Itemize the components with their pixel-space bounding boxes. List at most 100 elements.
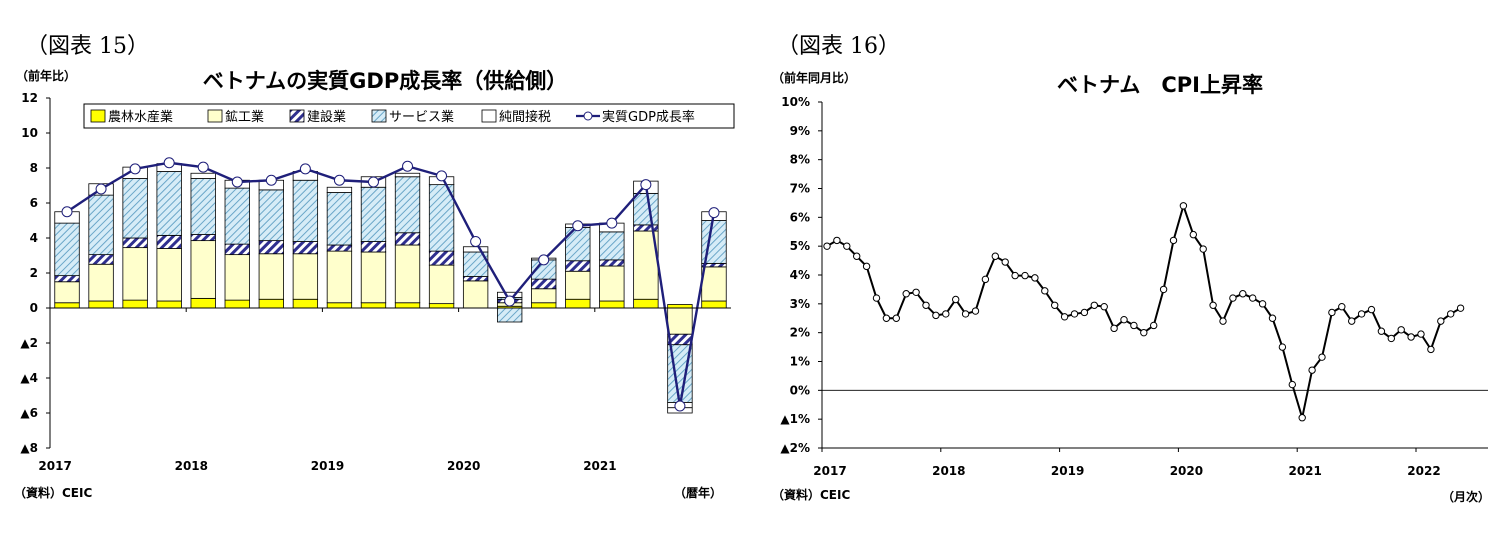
cpi-point (892, 314, 900, 322)
cpi-y-tick-label: 6% (790, 210, 810, 224)
cpi-y-tick-label: 1% (790, 355, 810, 369)
gdp-bar-agriculture (531, 302, 557, 309)
cpi-y-tick-label: 8% (790, 153, 810, 167)
legend-swatch-agriculture (90, 109, 106, 123)
gdp-bar-construction (292, 241, 319, 255)
gdp-bar-services (258, 189, 284, 242)
gdp-growth-point (572, 220, 584, 232)
cpi-point (1169, 236, 1178, 245)
gdp-growth-point (674, 400, 686, 412)
gdp-bar-industry (565, 270, 591, 300)
gdp-bar-construction (326, 244, 353, 252)
cpi-point (991, 252, 999, 260)
gdp-bar-construction (258, 240, 284, 255)
cpi-point (823, 242, 831, 250)
gdp-growth-point (367, 176, 379, 188)
legend-label-agriculture: 農林水産業 (108, 109, 173, 125)
gdp-bar-industry (667, 307, 693, 335)
gdp-bar-services (633, 192, 659, 226)
gdp-bar-construction (122, 237, 148, 249)
gdp-growth-polyline (66, 161, 716, 407)
cpi-point (1437, 317, 1445, 325)
cpi-point (1288, 380, 1297, 389)
cpi-y-tick-label: 9% (790, 124, 810, 138)
gdp-bar-agriculture (190, 297, 216, 309)
gdp-y-unit: （前年比） (16, 68, 76, 83)
cpi-point (1051, 301, 1059, 309)
gdp-bar-net-tax (190, 172, 216, 179)
gdp-legend: 農林水産業 鉱工業 建設業 サービス業 純間接税 実質GDP成長率 (83, 103, 735, 129)
cpi-point (961, 310, 970, 318)
gdp-growth-point (333, 174, 345, 186)
gdp-bar-agriculture (360, 302, 387, 309)
cpi-point (981, 275, 990, 284)
gdp-bar-industry (122, 247, 148, 301)
cpi-point (1159, 285, 1168, 294)
gdp-chart-title: ベトナムの実質GDP成長率（供給側） (203, 69, 567, 93)
cpi-point (1110, 324, 1118, 333)
cpi-point (1447, 310, 1455, 318)
figure-16-label: （図表 16） (777, 34, 900, 59)
gdp-bar-services (497, 307, 523, 323)
cpi-point (1060, 313, 1069, 321)
cpi-y-tick-label: 5% (790, 239, 810, 253)
cpi-point (1011, 271, 1019, 280)
cpi-point (942, 310, 950, 318)
cpi-point (1357, 310, 1366, 318)
gdp-growth-point (470, 236, 482, 247)
cpi-point (1367, 305, 1376, 314)
cpi-source: （資料）CEIC (772, 487, 850, 502)
gdp-axes-lines (49, 98, 731, 448)
gdp-y-tick-label: 6 (30, 196, 38, 210)
gdp-bar-industry (224, 254, 250, 301)
gdp-bar-construction (599, 259, 625, 267)
gdp-growth-point (538, 254, 550, 266)
gdp-bar-construction (54, 275, 80, 283)
legend-label-gdp: 実質GDP成長率 (602, 109, 695, 125)
cpi-point (1268, 314, 1277, 322)
gdp-bar-net-tax (394, 172, 421, 178)
gdp-x-axis: 2017 2018 2019 2020 2021 (38, 308, 617, 473)
gdp-growth-point (436, 170, 448, 182)
cpi-point (1407, 333, 1415, 341)
gdp-y-axis: 12 10 8 6 4 2 0 ▲2 ▲4 ▲6 ▲8 (20, 91, 50, 455)
gdp-bar-agriculture (156, 300, 182, 309)
cpi-chart-title: ベトナム CPI上昇率 (1057, 73, 1263, 97)
cpi-chart: ベトナム CPI上昇率 （前年同月比） （資料）CEIC （月次） 10% 9% 8… (772, 70, 1490, 504)
gdp-bar-agriculture (224, 299, 250, 309)
gdp-y-tick-label: 10 (21, 126, 38, 140)
gdp-x-tick-label: 2021 (583, 459, 616, 473)
gdp-bar-agriculture (633, 298, 659, 309)
gdp-bar-construction (360, 241, 387, 253)
cpi-x-tick-label: 2020 (1170, 464, 1203, 478)
gdp-growth-point (231, 176, 243, 188)
cpi-point (1308, 366, 1316, 374)
cpi-point (1338, 303, 1346, 311)
gdp-bar-construction (633, 224, 659, 232)
legend-label-services: サービス業 (389, 109, 454, 125)
cpi-y-tick-label: 2% (790, 326, 810, 340)
legend-swatch-industry (207, 109, 223, 123)
cpi-point (1150, 321, 1158, 330)
gdp-bar-industry (156, 248, 182, 302)
cpi-point (1318, 353, 1326, 361)
cpi-line (823, 202, 1465, 422)
gdp-bar-industry (462, 280, 489, 309)
gdp-bar-services (156, 171, 182, 236)
cpi-point (1298, 414, 1306, 422)
gdp-bar-industry (360, 251, 387, 304)
cpi-x-unit: （月次） (1442, 489, 1490, 504)
cpi-point (1249, 294, 1257, 302)
cpi-y-axis: 10% 9% 8% 7% 6% 5% 4% 3% 2% 1% 0% ▲1% ▲2% (780, 95, 822, 455)
gdp-growth-point (265, 174, 277, 186)
gdp-y-tick-label: 8 (30, 161, 38, 175)
gdp-bar-net-tax (462, 246, 489, 253)
cpi-point (1239, 290, 1247, 298)
gdp-bar-construction (462, 276, 489, 282)
legend-swatch-services (371, 109, 387, 123)
cpi-point (1417, 330, 1425, 338)
cpi-x-tick-label: 2019 (1051, 464, 1084, 478)
gdp-source: （資料）CEIC (14, 485, 92, 500)
cpi-point (1041, 287, 1049, 295)
cpi-point (1090, 301, 1099, 309)
